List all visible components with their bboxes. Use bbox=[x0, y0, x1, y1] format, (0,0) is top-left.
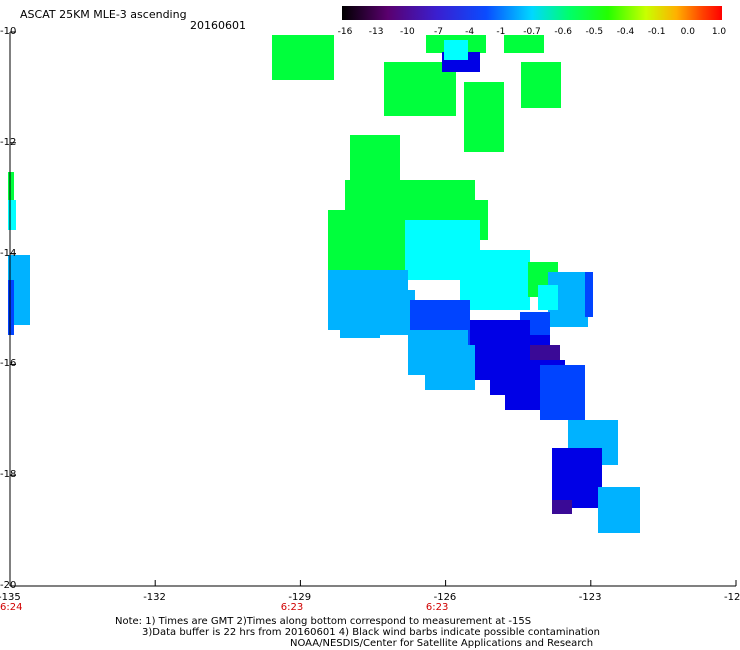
note-line-3: NOAA/NESDIS/Center for Satellite Applica… bbox=[290, 638, 594, 649]
lon-tick-label: -123 bbox=[578, 592, 602, 603]
time-label: 6:23 bbox=[425, 602, 449, 613]
map-axes bbox=[9, 31, 737, 587]
colorbar-label: -0.5 bbox=[585, 27, 604, 37]
swath-cell bbox=[538, 285, 558, 310]
swath-cell bbox=[328, 210, 408, 270]
colorbar-label: -7 bbox=[434, 27, 443, 37]
swath-cell bbox=[552, 500, 572, 514]
lat-tick-label: -12 bbox=[0, 136, 17, 148]
swath-cell bbox=[598, 487, 640, 533]
colorbar-label: -16 bbox=[337, 27, 353, 37]
swath-cell bbox=[521, 62, 561, 108]
lon-tick-label: -126 bbox=[433, 592, 457, 603]
colorbar-label: -0.6 bbox=[554, 27, 572, 37]
swath-cell bbox=[444, 40, 468, 60]
swath-cell bbox=[464, 82, 504, 152]
swath-cell bbox=[8, 172, 14, 202]
map-title: ASCAT 25KM MLE-3 ascending bbox=[20, 8, 187, 21]
colorbar-label: -0.7 bbox=[523, 27, 541, 37]
swath-cell bbox=[585, 272, 593, 317]
time-label: 6:24 bbox=[0, 602, 23, 613]
colorbar-label: -1 bbox=[496, 27, 506, 37]
time-label: 6:23 bbox=[280, 602, 304, 613]
swath-cell bbox=[8, 200, 16, 230]
lon-tick-label: -129 bbox=[288, 592, 312, 603]
swath-cell bbox=[272, 35, 334, 80]
swath-cell bbox=[552, 448, 602, 508]
colorbar bbox=[342, 6, 722, 20]
data-swath bbox=[8, 35, 640, 533]
lon-tick-label: -120 bbox=[724, 592, 740, 603]
lat-tick-label: -14 bbox=[0, 247, 17, 259]
lat-tick-label: -10 bbox=[0, 26, 17, 37]
colorbar-label: 1.0 bbox=[711, 27, 727, 37]
colorbar-label: 0.0 bbox=[680, 27, 695, 37]
colorbar-label: -4 bbox=[465, 27, 475, 37]
swath-cell bbox=[504, 35, 544, 53]
lat-tick-label: -20 bbox=[0, 580, 17, 591]
lat-tick-label: -18 bbox=[0, 469, 17, 481]
swath-cell bbox=[8, 280, 14, 335]
colorbar-label: -0.1 bbox=[647, 27, 666, 37]
colorbar-label: -0.4 bbox=[616, 27, 635, 37]
swath-cell bbox=[340, 320, 380, 338]
colorbar-label: -10 bbox=[399, 27, 415, 37]
colorbar-label: -13 bbox=[368, 27, 384, 37]
swath-cell bbox=[530, 345, 560, 360]
swath-cell bbox=[460, 250, 530, 310]
note-line-1: Note: 1) Times are GMT 2)Times along bot… bbox=[115, 616, 532, 627]
lon-tick-label: -132 bbox=[143, 592, 166, 603]
swath-cell bbox=[540, 365, 585, 420]
swath-cell bbox=[425, 345, 475, 390]
note-line-2: 3)Data buffer is 22 hrs from 20160601 4)… bbox=[142, 627, 600, 638]
map-date: 20160601 bbox=[190, 19, 246, 32]
lat-tick-label: -16 bbox=[0, 358, 17, 370]
swath-cell bbox=[380, 290, 415, 335]
lon-tick-label: -135 bbox=[0, 592, 21, 603]
